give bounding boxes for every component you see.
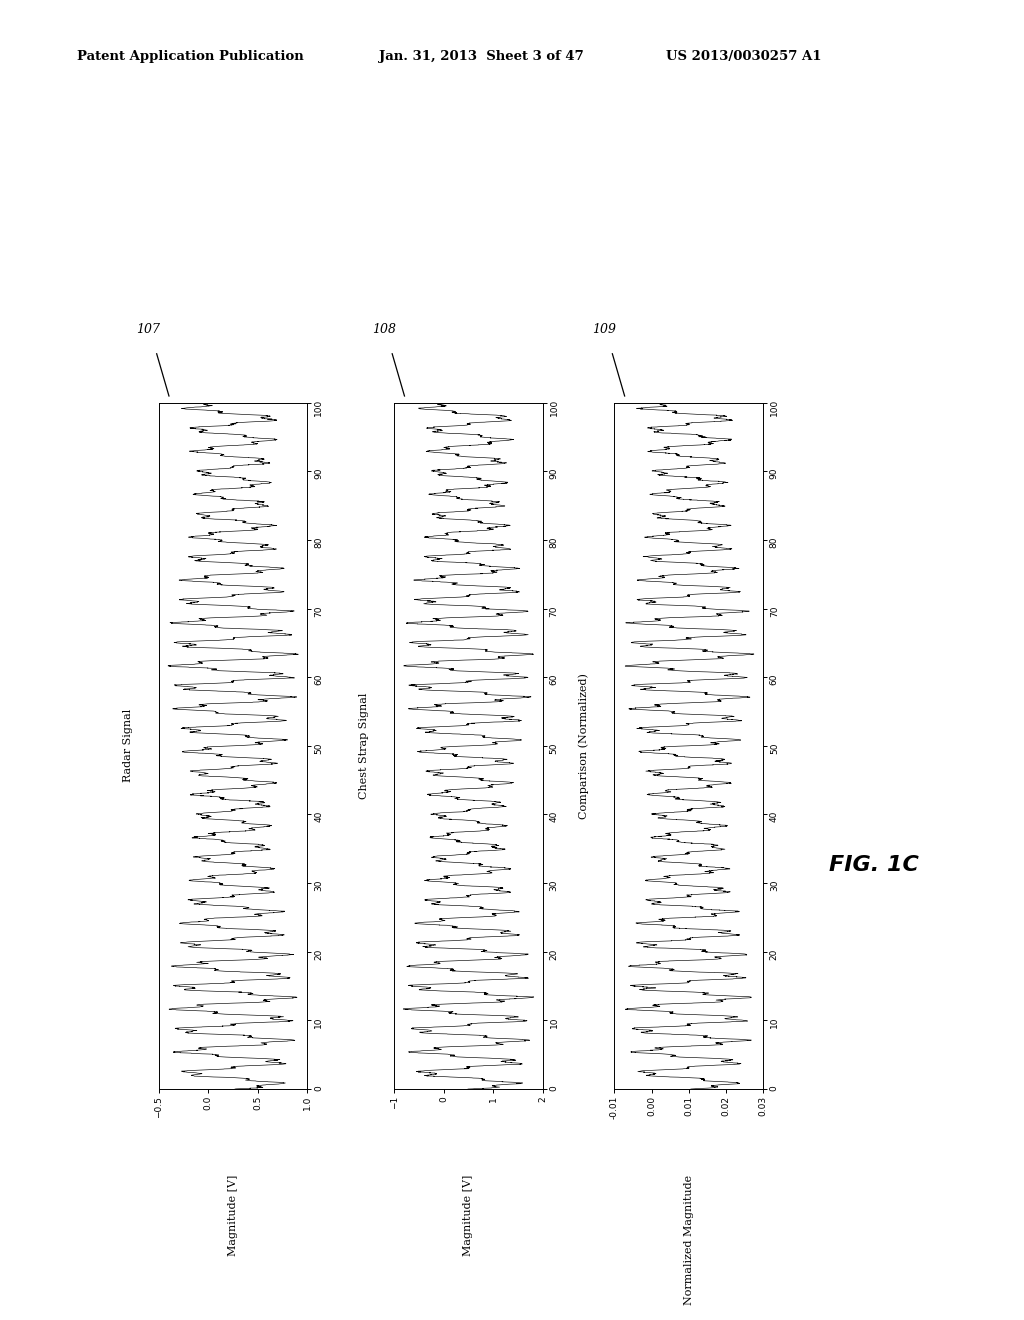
Text: Magnitude [V]: Magnitude [V] <box>464 1175 473 1257</box>
Text: Normalized Magnitude: Normalized Magnitude <box>684 1175 693 1305</box>
Text: 107: 107 <box>136 323 161 337</box>
Text: FIG. 1C: FIG. 1C <box>829 854 920 875</box>
Text: Comparison (Normalized): Comparison (Normalized) <box>579 673 589 818</box>
Text: Radar Signal: Radar Signal <box>123 709 133 783</box>
Text: 109: 109 <box>592 323 616 337</box>
Text: US 2013/0030257 A1: US 2013/0030257 A1 <box>666 50 821 63</box>
Text: Magnitude [V]: Magnitude [V] <box>228 1175 238 1257</box>
Text: Chest Strap Signal: Chest Strap Signal <box>358 693 369 799</box>
Text: 108: 108 <box>372 323 396 337</box>
Text: Jan. 31, 2013  Sheet 3 of 47: Jan. 31, 2013 Sheet 3 of 47 <box>379 50 584 63</box>
Text: Patent Application Publication: Patent Application Publication <box>77 50 303 63</box>
